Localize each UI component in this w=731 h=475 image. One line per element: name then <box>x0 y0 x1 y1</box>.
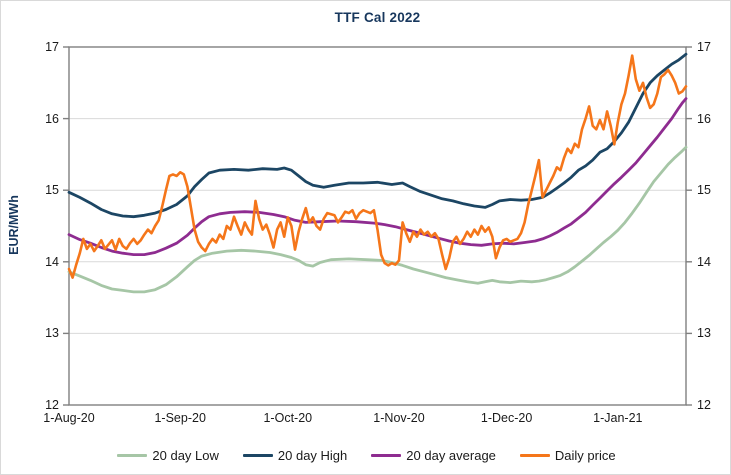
legend: 20 day Low 20 day High 20 day average Daily… <box>1 442 730 468</box>
series-line-daily-price <box>67 54 688 279</box>
y-tick-label-right: 13 <box>697 326 711 341</box>
x-tick-label: 1-Oct-20 <box>263 411 313 425</box>
legend-item-20-day-high: 20 day High <box>242 447 348 463</box>
legend-swatch <box>371 453 402 457</box>
y-tick-label-left: 16 <box>45 111 59 126</box>
y-tick-label-left: 12 <box>45 398 59 412</box>
y-tick-label-right: 12 <box>697 398 711 412</box>
legend-label: 20 day average <box>406 447 496 463</box>
legend-label: Daily price <box>554 447 616 463</box>
series-line-20-day-high <box>67 52 688 219</box>
y-tick-label-left: 17 <box>45 40 59 54</box>
y-tick-label-left: 14 <box>45 254 59 269</box>
legend-label: 20 day High <box>277 447 348 463</box>
x-tick-label: 1-Dec-20 <box>480 411 533 425</box>
legend-item-20-day-average: 20 day average <box>371 448 496 463</box>
legend-swatch <box>117 453 148 457</box>
legend-item-daily-price: Daily price <box>519 447 616 463</box>
y-tick-label-left: 13 <box>45 326 59 341</box>
legend-item-20-day-low: 20 day Low <box>117 448 219 463</box>
x-tick-label: 1-Nov-20 <box>373 411 425 425</box>
legend-swatch <box>519 453 550 457</box>
legend-swatch <box>242 453 273 457</box>
plot-border <box>68 46 687 406</box>
legend-label: 20 day Low <box>152 447 219 463</box>
x-tick-label: 1-Jan-21 <box>593 411 643 425</box>
series-line-20-day-low <box>67 145 688 294</box>
y-tick-label-right: 16 <box>697 111 711 126</box>
y-tick-label-right: 15 <box>697 183 711 198</box>
y-tick-label-left: 15 <box>45 183 59 198</box>
y-tick-label-right: 14 <box>697 254 711 269</box>
x-tick-label: 1-Aug-20 <box>43 411 95 425</box>
x-tick-label: 1-Sep-20 <box>154 411 206 425</box>
chart-title: TTF Cal 2022 <box>334 10 421 25</box>
y-tick-label-right: 17 <box>697 40 711 54</box>
